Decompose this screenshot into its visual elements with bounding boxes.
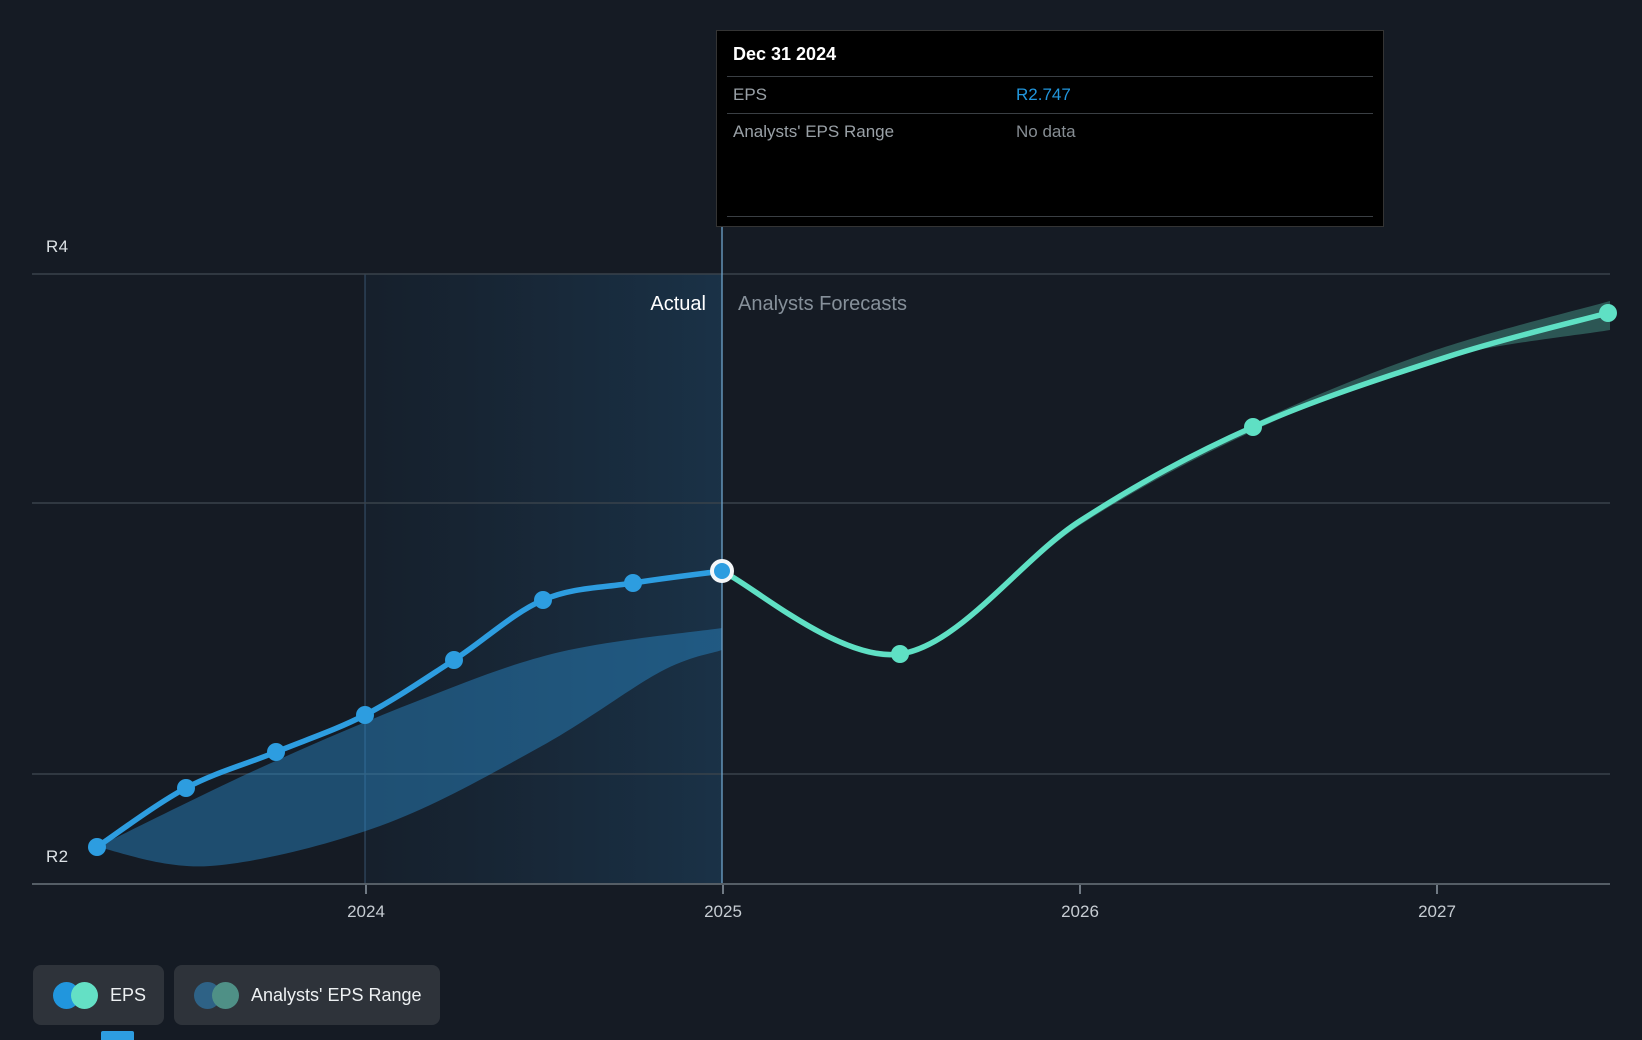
- chart-tooltip: Dec 31 2024 EPS R2.747 Analysts' EPS Ran…: [716, 30, 1384, 227]
- legend-item-eps-range[interactable]: Analysts' EPS Range: [174, 965, 440, 1025]
- chart-legend: EPS Analysts' EPS Range: [33, 965, 440, 1025]
- tooltip-range-label: Analysts' EPS Range: [733, 122, 895, 141]
- data-point-marker[interactable]: [1244, 418, 1262, 436]
- tooltip-date: Dec 31 2024: [727, 31, 1373, 77]
- data-point-marker[interactable]: [267, 743, 285, 761]
- tooltip-eps-value: R2.747: [1016, 85, 1071, 104]
- eps-range-band-actual: [97, 628, 722, 867]
- data-point-marker[interactable]: [177, 779, 195, 797]
- actual-zone-label: Actual: [650, 293, 706, 315]
- highlighted-data-point[interactable]: [710, 559, 734, 583]
- y-axis-label-r2: R2: [46, 847, 69, 866]
- x-axis-label-2026: 2026: [1061, 902, 1099, 921]
- legend-item-eps[interactable]: EPS: [33, 965, 165, 1025]
- tooltip-row-range: Analysts' EPS Range No data: [727, 114, 1373, 150]
- eps-range-band-forecast: [722, 301, 1610, 658]
- eps-range-series-icon: [194, 981, 240, 1009]
- data-point-marker[interactable]: [445, 651, 463, 669]
- data-point-marker[interactable]: [1599, 304, 1617, 322]
- forecast-zone-label: Analysts Forecasts: [738, 293, 907, 315]
- eps-series-icon: [53, 981, 98, 1009]
- y-axis-label-r4: R4: [46, 237, 69, 256]
- legend-item-eps-range-label: Analysts' EPS Range: [251, 984, 422, 1005]
- data-point-marker[interactable]: [88, 838, 106, 856]
- data-point-marker[interactable]: [624, 574, 642, 592]
- x-axis-label-2027: 2027: [1418, 902, 1456, 921]
- eps-line-forecast: [719, 310, 1611, 658]
- tooltip-row-eps: EPS R2.747: [727, 77, 1373, 114]
- data-point-marker[interactable]: [534, 591, 552, 609]
- legend-item-eps-label: EPS: [110, 984, 147, 1005]
- tooltip-range-value: No data: [1016, 122, 1076, 141]
- tooltip-eps-label: EPS: [733, 85, 768, 104]
- partial-bottom-element[interactable]: [101, 1031, 134, 1040]
- data-point-marker[interactable]: [356, 706, 374, 724]
- tooltip-bottom-rule: [727, 216, 1373, 217]
- data-point-marker[interactable]: [891, 645, 909, 663]
- x-axis-labels: 2024 2025 2026 2027: [0, 902, 1642, 926]
- x-axis-label-2024: 2024: [347, 902, 385, 921]
- x-axis-label-2025: 2025: [704, 902, 742, 921]
